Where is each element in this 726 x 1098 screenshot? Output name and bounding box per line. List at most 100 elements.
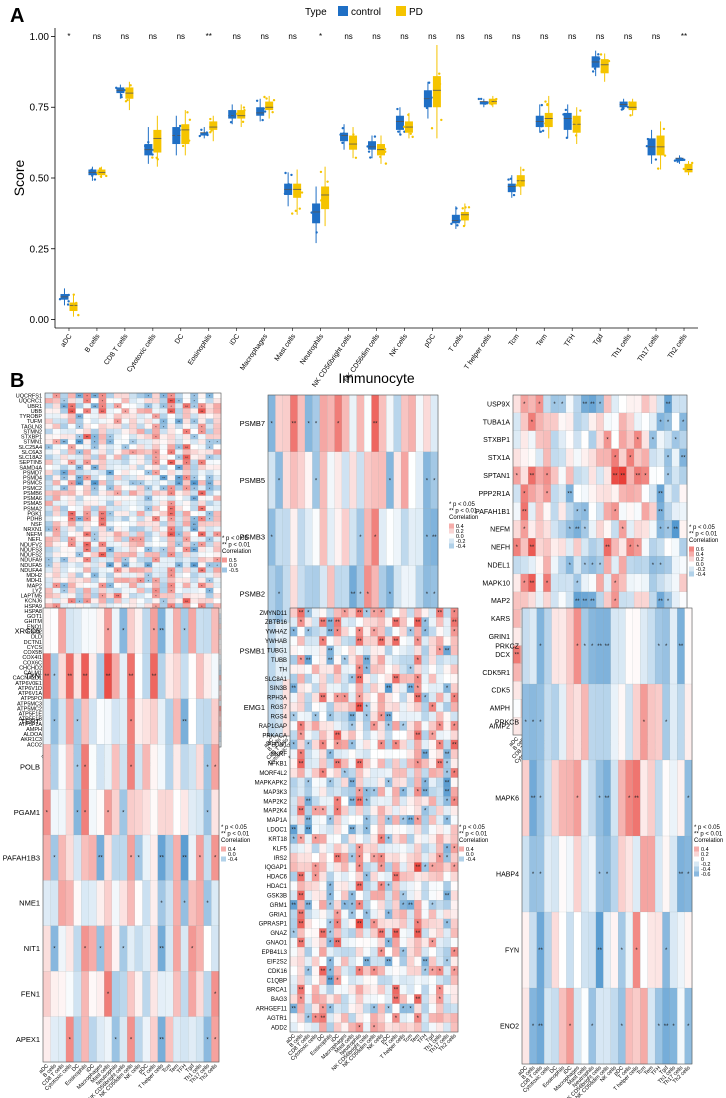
heatmap-cell xyxy=(144,449,153,455)
legend-title: Type xyxy=(305,7,327,18)
heatmap-sig-mark: ** xyxy=(78,395,81,399)
heatmap-cell xyxy=(52,557,61,563)
heatmap-cell xyxy=(362,768,371,778)
heatmap-cell xyxy=(134,925,143,972)
heatmap-cell xyxy=(370,824,378,835)
heatmap-cell xyxy=(450,852,459,863)
heatmap-cell xyxy=(213,577,222,584)
heatmap-cell xyxy=(656,538,665,557)
heatmap-cell xyxy=(392,720,400,731)
heatmap-cell xyxy=(52,423,61,430)
heatmap-sig-mark: * xyxy=(359,592,362,598)
heatmap-sig-mark: ** xyxy=(379,931,384,937)
heatmap-cell xyxy=(384,900,393,910)
heatmap-cell xyxy=(52,536,61,543)
heatmap-sig-mark: * xyxy=(216,564,218,568)
heatmap-cell xyxy=(136,505,145,512)
heatmap-cell xyxy=(213,408,222,414)
heatmap-cell xyxy=(649,448,658,467)
heatmap-cell xyxy=(180,789,189,836)
heatmap-sig-mark: * xyxy=(292,630,295,636)
heatmap-cell xyxy=(362,900,371,910)
heatmap-cell xyxy=(159,593,168,599)
heatmap-cell xyxy=(341,777,349,788)
heatmap-cell xyxy=(671,412,680,432)
heatmap-cell xyxy=(134,1016,143,1063)
heatmap-cell xyxy=(399,768,408,778)
heatmap-cell xyxy=(348,1003,357,1014)
heatmap-cell xyxy=(205,500,214,507)
heatmap-cell xyxy=(436,834,444,844)
heatmap-cell xyxy=(297,786,305,797)
heatmap-cell xyxy=(60,449,69,455)
heatmap-cell xyxy=(44,433,53,440)
heatmap-cell xyxy=(362,683,371,694)
heatmap-cell xyxy=(326,607,335,618)
jitter-point xyxy=(409,132,412,135)
heatmap-sig-mark: * xyxy=(117,405,119,409)
heatmap-sig-mark: * xyxy=(446,856,449,862)
heatmap-sig-mark: * xyxy=(576,509,579,515)
heatmap-cell xyxy=(558,538,567,557)
jitter-point xyxy=(312,203,315,206)
heatmap-cell xyxy=(428,673,437,684)
heatmap-cell xyxy=(144,423,153,430)
heatmap-sig-mark: * xyxy=(409,630,412,636)
heatmap-cell xyxy=(42,1016,51,1063)
heatmap-sig-mark: * xyxy=(667,599,670,605)
heatmap-cell xyxy=(44,449,53,455)
heatmap-sig-mark: * xyxy=(171,502,173,506)
heatmap-cell xyxy=(159,510,168,517)
heatmap-cell xyxy=(134,698,143,745)
heatmap-cell xyxy=(60,392,69,399)
heatmap-cell xyxy=(159,567,168,573)
heatmap-cell xyxy=(362,834,371,844)
heatmap-cell xyxy=(565,538,574,557)
heatmap-cell xyxy=(421,843,430,854)
heatmap-cell xyxy=(656,466,665,485)
heatmap-cell xyxy=(83,439,92,445)
heatmap-cell xyxy=(213,428,222,435)
heatmap-cell xyxy=(377,786,386,797)
heatmap-cell xyxy=(573,555,582,575)
heatmap-cell xyxy=(618,394,627,414)
heatmap-cell xyxy=(136,408,145,414)
heatmap-cell xyxy=(144,433,153,440)
heatmap-sig-mark: * xyxy=(109,513,111,517)
jitter-point xyxy=(174,139,177,142)
heatmap-cell xyxy=(528,448,536,467)
heatmap-cell xyxy=(142,1016,151,1063)
heatmap-sig-mark: * xyxy=(409,1006,412,1012)
heatmap-cell xyxy=(282,451,291,509)
heatmap-sig-mark: * xyxy=(417,761,420,767)
heatmap-sig-mark: * xyxy=(155,595,157,599)
jitter-point xyxy=(367,150,371,153)
heatmap-row-label: USP9X xyxy=(487,401,510,408)
heatmap-cell xyxy=(528,591,536,611)
heatmap-cell xyxy=(319,862,327,873)
heatmap-cell xyxy=(384,730,393,741)
heatmap-cell xyxy=(75,526,84,532)
heatmap-sig-mark: ** xyxy=(70,410,73,414)
heatmap-cell xyxy=(304,636,313,646)
heatmap-cell xyxy=(83,428,92,435)
heatmap-cell xyxy=(98,459,107,466)
heatmap-sig-mark: ** xyxy=(394,639,399,645)
heatmap-cell xyxy=(362,890,371,901)
heatmap-sig-mark: ** xyxy=(415,931,420,937)
legend-color-swatch xyxy=(689,566,694,572)
heatmap-sig-mark: * xyxy=(426,592,429,598)
heatmap-sig-mark: ** xyxy=(590,402,595,408)
heatmap-sig-mark: * xyxy=(117,420,119,424)
heatmap-sig-mark: * xyxy=(307,743,310,749)
heatmap-cell xyxy=(119,971,128,1017)
heatmap-cell xyxy=(414,871,422,882)
heatmap-sig-mark: * xyxy=(358,846,361,852)
heatmap-cell xyxy=(60,423,69,430)
jitter-point xyxy=(310,211,313,214)
jitter-point xyxy=(233,113,236,117)
heatmap-row-label: NIT1 xyxy=(24,944,40,953)
heatmap-cell xyxy=(136,521,145,527)
heatmap-sig-mark: * xyxy=(171,451,173,455)
heatmap-sig-mark: * xyxy=(329,893,332,899)
